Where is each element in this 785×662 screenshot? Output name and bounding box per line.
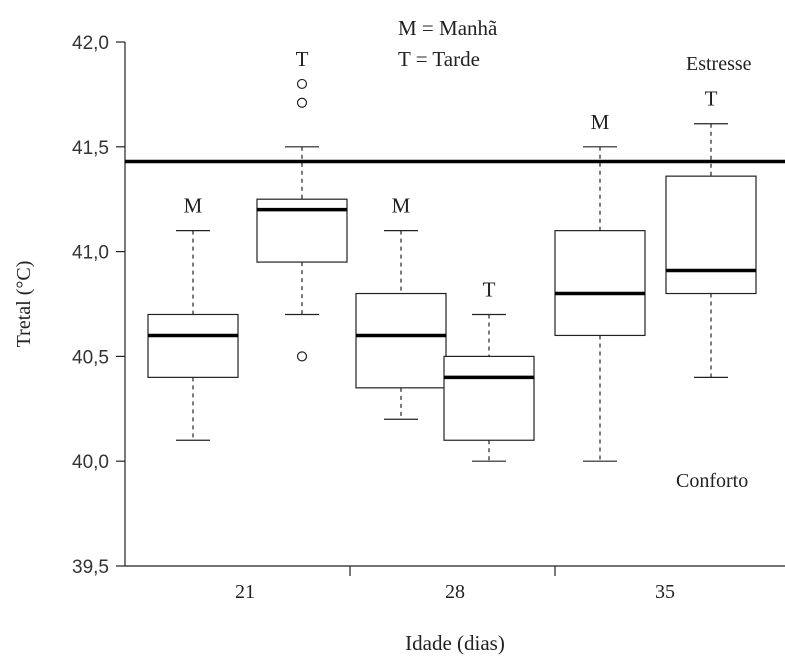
outlier-point	[296, 351, 308, 362]
box-iqr	[554, 230, 646, 337]
box-35-m: M	[554, 110, 646, 462]
y-axis-label: Tretal (°C)	[13, 261, 35, 348]
period-label: M	[591, 110, 610, 134]
y-tick-label: 42,0	[72, 33, 109, 54]
box-iqr	[443, 355, 535, 441]
x-axis-label: Idade (dias)	[405, 631, 505, 655]
box-series: M T M T M T	[147, 47, 757, 462]
box-35-t: T	[665, 87, 757, 378]
box-21-m: M	[147, 194, 239, 441]
outlier-point	[296, 97, 308, 108]
zone-label-stress: Estresse	[686, 53, 752, 75]
outlier-point	[296, 78, 308, 90]
box-iqr	[665, 175, 757, 295]
y-tick-label: 39,5	[72, 557, 109, 578]
box-28-m: M	[355, 194, 447, 420]
y-tick-label: 40,5	[72, 347, 109, 368]
box-iqr	[355, 292, 447, 389]
legend-manha: M = Manhã	[398, 16, 498, 40]
y-tick-label: 41,5	[72, 138, 109, 159]
y-tick-label: 41,0	[72, 243, 109, 264]
box-iqr	[147, 313, 239, 378]
period-label: T	[483, 277, 496, 301]
x-tick-label: 28	[445, 581, 465, 603]
y-tick-label: 40,0	[72, 452, 109, 473]
x-tick-label: 35	[655, 581, 675, 603]
x-ticks: 21 28 35	[235, 566, 675, 603]
period-label: T	[705, 87, 718, 111]
period-label: T	[296, 47, 309, 71]
box-28-t: T	[443, 277, 535, 462]
zone-label-comfort: Conforto	[676, 470, 748, 492]
legend-tarde: T = Tarde	[398, 47, 480, 71]
y-ticks: 39,5 40,0 40,5 41,0 41,5 42,0	[72, 33, 125, 578]
period-label: M	[392, 194, 411, 218]
period-label: M	[184, 194, 203, 218]
x-tick-label: 21	[235, 581, 255, 603]
box-21-t: T	[256, 47, 348, 362]
